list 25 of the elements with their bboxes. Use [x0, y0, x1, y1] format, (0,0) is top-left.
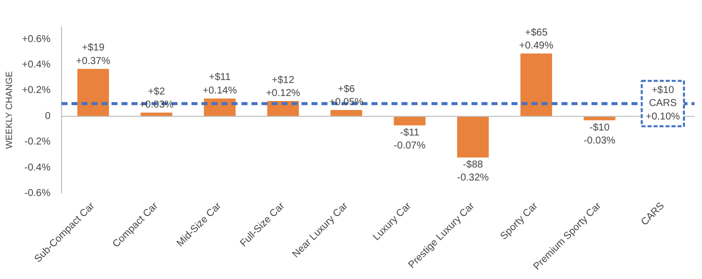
y-tick-label: +0.4% [22, 60, 51, 71]
data-label: -$88 -0.32% [457, 160, 489, 184]
bar [457, 116, 489, 158]
data-label: +$6 +0.05% [329, 84, 364, 108]
y-tick-label: -0.2% [24, 136, 51, 148]
bar [77, 68, 109, 116]
y-tick-label: -0.6% [24, 188, 51, 199]
y-axis-title: WEEKLY CHANGE [4, 71, 14, 149]
y-tick-label: +0.2% [22, 85, 51, 96]
data-label: +$19 +0.37% [76, 42, 110, 67]
data-label: +$11 +0.14% [202, 72, 237, 96]
data-label: +$12 +0.12% [266, 74, 300, 100]
data-label: -$10 -0.03% [584, 122, 616, 146]
bar [584, 116, 616, 120]
y-tick-label: -0.4% [24, 162, 51, 174]
data-label: -$11 -0.07% [394, 127, 426, 152]
bar [394, 116, 426, 126]
bar [330, 110, 362, 116]
y-tick-label: +0.6% [22, 34, 51, 45]
data-label: +$65 +0.49% [519, 27, 554, 52]
bar [520, 53, 552, 116]
bar [140, 112, 172, 116]
y-tick-label: 0 [44, 110, 51, 122]
data-label: +$2 +0.03% [139, 86, 174, 111]
ref-line-label: +$10 CARS +0.10% [646, 84, 680, 122]
